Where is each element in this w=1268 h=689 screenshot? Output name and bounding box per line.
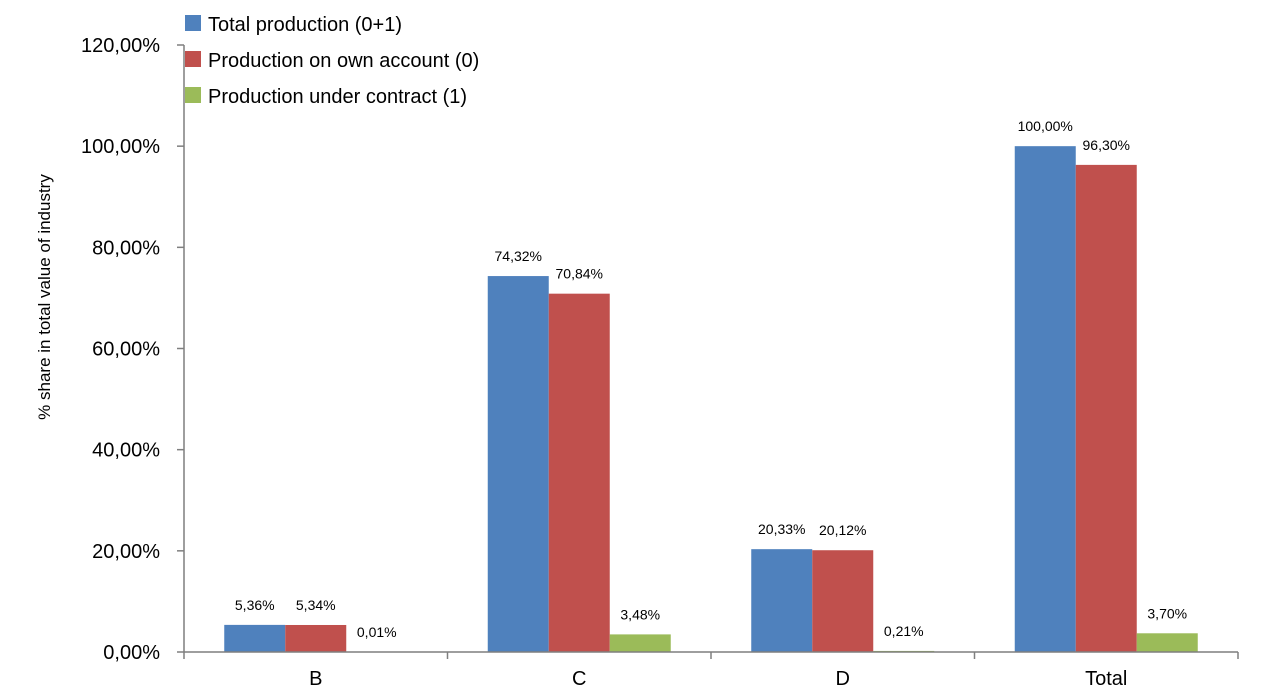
- y-tick-label: 0,00%: [103, 642, 160, 664]
- y-tick-label: 80,00%: [92, 237, 160, 259]
- x-tick-label: D: [836, 668, 850, 689]
- data-label: 5,36%: [235, 597, 275, 613]
- legend-swatch: [185, 87, 201, 103]
- data-label: 96,30%: [1083, 137, 1130, 153]
- data-label: 100,00%: [1018, 118, 1073, 134]
- x-tick-label: Total: [1085, 668, 1127, 689]
- bar: [609, 634, 671, 652]
- legend-swatch: [185, 51, 201, 67]
- bar: [548, 293, 610, 652]
- data-label: 0,21%: [884, 623, 924, 639]
- legend-swatch: [185, 15, 201, 31]
- data-label: 74,32%: [495, 248, 542, 264]
- bar: [751, 549, 813, 652]
- x-tick-label: C: [572, 668, 586, 689]
- bars: 5,36% 5,34% 0,01% 74,32% 70,84% 3,48% 20,33% 20…: [224, 118, 1198, 652]
- bar: [1014, 146, 1076, 652]
- bar: [224, 624, 286, 652]
- y-tick-label: 40,00%: [92, 440, 160, 462]
- bar: [1136, 633, 1198, 652]
- y-axis-label: % share in total value of industry: [35, 174, 54, 420]
- data-label: 0,01%: [357, 624, 397, 640]
- y-tick-label: 100,00%: [81, 136, 160, 158]
- y-tick-label: 20,00%: [92, 541, 160, 563]
- y-axis: 0,00% 20,00% 40,00% 60,00% 80,00% 100,00% 120,…: [81, 35, 185, 664]
- bar: [487, 276, 549, 652]
- bar: [285, 624, 347, 652]
- legend-label: Total production (0+1): [208, 14, 402, 36]
- y-tick-label: 120,00%: [81, 35, 160, 57]
- bar: [1075, 164, 1137, 652]
- x-tick-label: B: [309, 668, 322, 689]
- data-label: 20,33%: [758, 521, 805, 537]
- data-label: 3,70%: [1147, 605, 1187, 621]
- data-label: 5,34%: [296, 597, 336, 613]
- data-label: 70,84%: [556, 266, 603, 282]
- x-axis: B C D Total: [183, 651, 1239, 689]
- legend-label: Production on own account (0): [208, 50, 479, 72]
- data-label: 20,12%: [819, 522, 866, 538]
- legend-label: Production under contract (1): [208, 86, 467, 108]
- legend: Total production (0+1) Production on own …: [185, 14, 479, 108]
- data-label: 3,48%: [620, 606, 660, 622]
- y-tick-label: 60,00%: [92, 339, 160, 361]
- bar: [812, 550, 874, 652]
